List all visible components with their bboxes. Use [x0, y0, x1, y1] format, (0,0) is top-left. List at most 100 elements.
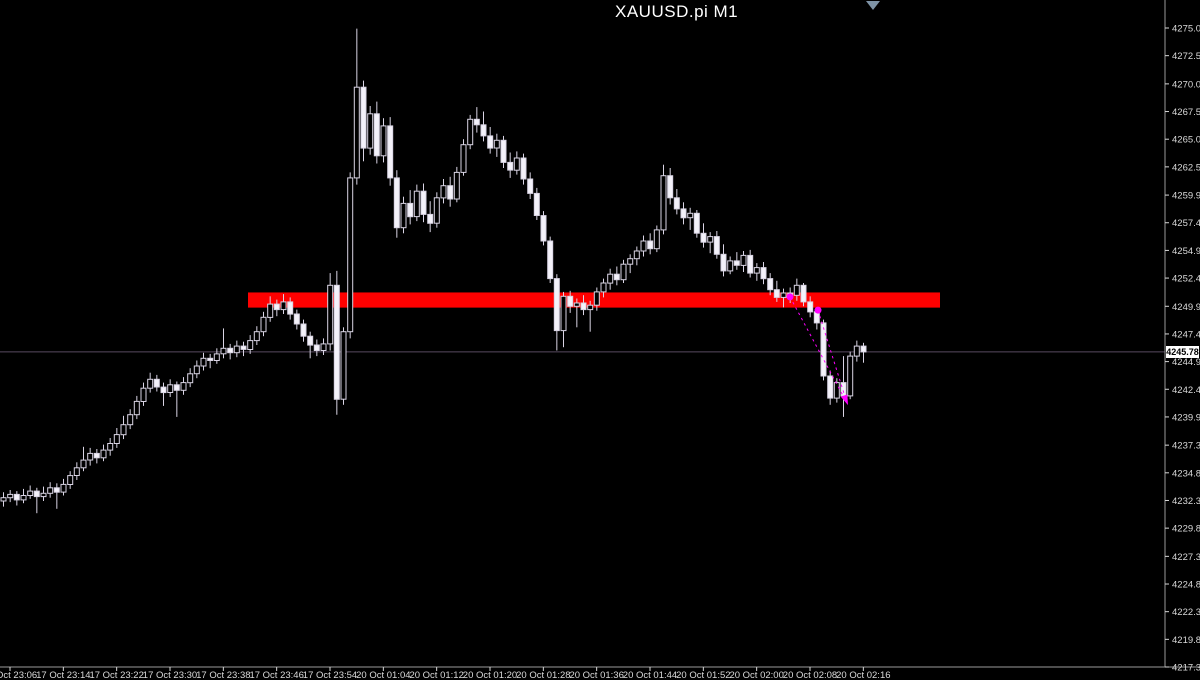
price-label[interactable]: 4232.35 — [1172, 496, 1200, 507]
candle-body — [167, 384, 174, 393]
candle-body — [533, 192, 540, 216]
price-label[interactable]: 4249.90 — [1172, 302, 1200, 313]
candle — [73, 462, 80, 480]
time-label[interactable]: 20 Oct 01:12 — [409, 670, 463, 680]
price-label[interactable]: 4262.50 — [1172, 162, 1200, 173]
time-label[interactable]: 20 Oct 02:00 — [729, 670, 783, 680]
price-label[interactable]: 4229.85 — [1172, 524, 1200, 535]
candle — [320, 338, 327, 355]
candle-body — [753, 267, 760, 274]
candle — [767, 273, 774, 296]
candle — [140, 382, 147, 406]
price-label[interactable]: 4257.45 — [1172, 218, 1200, 229]
candle — [400, 196, 407, 234]
candle — [147, 372, 154, 393]
candle — [180, 377, 187, 395]
candle — [0, 492, 7, 507]
price-label[interactable]: 4242.40 — [1172, 385, 1200, 396]
price-label[interactable]: 4272.55 — [1172, 51, 1200, 62]
candle — [733, 252, 740, 270]
price-label[interactable]: 4252.45 — [1172, 274, 1200, 285]
candle — [460, 139, 467, 176]
trade-line[interactable] — [789, 296, 848, 404]
candle-body — [100, 449, 107, 459]
candle — [453, 166, 460, 203]
price-label[interactable]: 4227.30 — [1172, 552, 1200, 563]
candle-body — [147, 378, 154, 389]
candle — [847, 351, 854, 400]
time-label[interactable]: 20 Oct 01:28 — [516, 670, 570, 680]
price-label[interactable]: 4244.90 — [1172, 357, 1200, 368]
candle-body — [140, 387, 147, 403]
time-label[interactable]: 20 Oct 02:08 — [783, 670, 837, 680]
candle-body — [793, 284, 800, 296]
candle — [527, 172, 534, 199]
candle-body — [647, 240, 654, 250]
price-label[interactable]: 4247.40 — [1172, 329, 1200, 340]
candle-body — [567, 295, 574, 307]
price-label[interactable]: 4254.95 — [1172, 246, 1200, 257]
candle-body — [660, 175, 667, 231]
candle — [153, 374, 160, 392]
candle — [627, 254, 634, 274]
price-label[interactable]: 4224.80 — [1172, 580, 1200, 591]
time-label[interactable]: 20 Oct 01:04 — [356, 670, 410, 680]
candle — [647, 233, 654, 255]
time-label[interactable]: 17 Oct 23:22 — [89, 670, 143, 680]
price-label[interactable]: 4222.30 — [1172, 607, 1200, 618]
candle — [340, 327, 347, 405]
candle-body — [600, 282, 607, 293]
chart-shift-marker-icon[interactable] — [866, 1, 880, 10]
time-label[interactable]: 17 Oct 23:06 — [0, 670, 37, 680]
candle-body — [553, 278, 560, 332]
price-label[interactable]: 4267.50 — [1172, 107, 1200, 118]
candle-body — [213, 353, 220, 361]
time-label[interactable]: 20 Oct 01:52 — [676, 670, 730, 680]
price-label[interactable]: 4234.85 — [1172, 468, 1200, 479]
candle — [347, 172, 354, 339]
candle-body — [47, 487, 54, 494]
trade-entry-dot — [814, 306, 822, 314]
candle — [193, 360, 200, 379]
candle-body — [780, 292, 787, 298]
candle — [20, 488, 27, 504]
candle-body — [560, 295, 567, 332]
candle — [467, 114, 474, 150]
candle — [760, 262, 767, 285]
price-label[interactable]: 4265.00 — [1172, 135, 1200, 146]
price-label[interactable]: 4275.05 — [1172, 24, 1200, 35]
price-label[interactable]: 4259.95 — [1172, 191, 1200, 202]
time-label[interactable]: 17 Oct 23:14 — [36, 670, 90, 680]
price-label[interactable]: 4219.80 — [1172, 635, 1200, 646]
price-label[interactable]: 4270.00 — [1172, 79, 1200, 90]
candle-body — [480, 124, 487, 137]
candle-body — [860, 345, 867, 353]
candle-body — [773, 289, 780, 298]
time-label[interactable]: 17 Oct 23:38 — [196, 670, 250, 680]
time-label[interactable]: 20 Oct 01:44 — [623, 670, 677, 680]
candle-body — [380, 125, 387, 157]
trade-line[interactable] — [817, 310, 848, 404]
time-label[interactable]: 17 Oct 23:46 — [249, 670, 303, 680]
candle — [80, 446, 87, 472]
candle — [33, 487, 40, 514]
price-label[interactable]: 4239.90 — [1172, 412, 1200, 423]
time-label[interactable]: 17 Oct 23:54 — [303, 670, 357, 680]
candle-body — [493, 139, 500, 149]
candle — [247, 335, 254, 354]
candle — [753, 263, 760, 281]
candle — [380, 118, 387, 163]
candle — [60, 478, 67, 496]
candle — [807, 296, 814, 318]
candle — [367, 106, 374, 155]
time-label[interactable]: 17 Oct 23:30 — [143, 670, 197, 680]
time-label[interactable]: 20 Oct 01:20 — [463, 670, 517, 680]
candle — [240, 341, 247, 357]
time-label[interactable]: 20 Oct 02:16 — [836, 670, 890, 680]
candle-body — [460, 144, 467, 173]
time-label[interactable]: 20 Oct 01:36 — [569, 670, 623, 680]
candle-body — [287, 301, 294, 315]
price-label[interactable]: 4237.35 — [1172, 441, 1200, 452]
price-label[interactable]: 4217.30 — [1172, 663, 1200, 674]
